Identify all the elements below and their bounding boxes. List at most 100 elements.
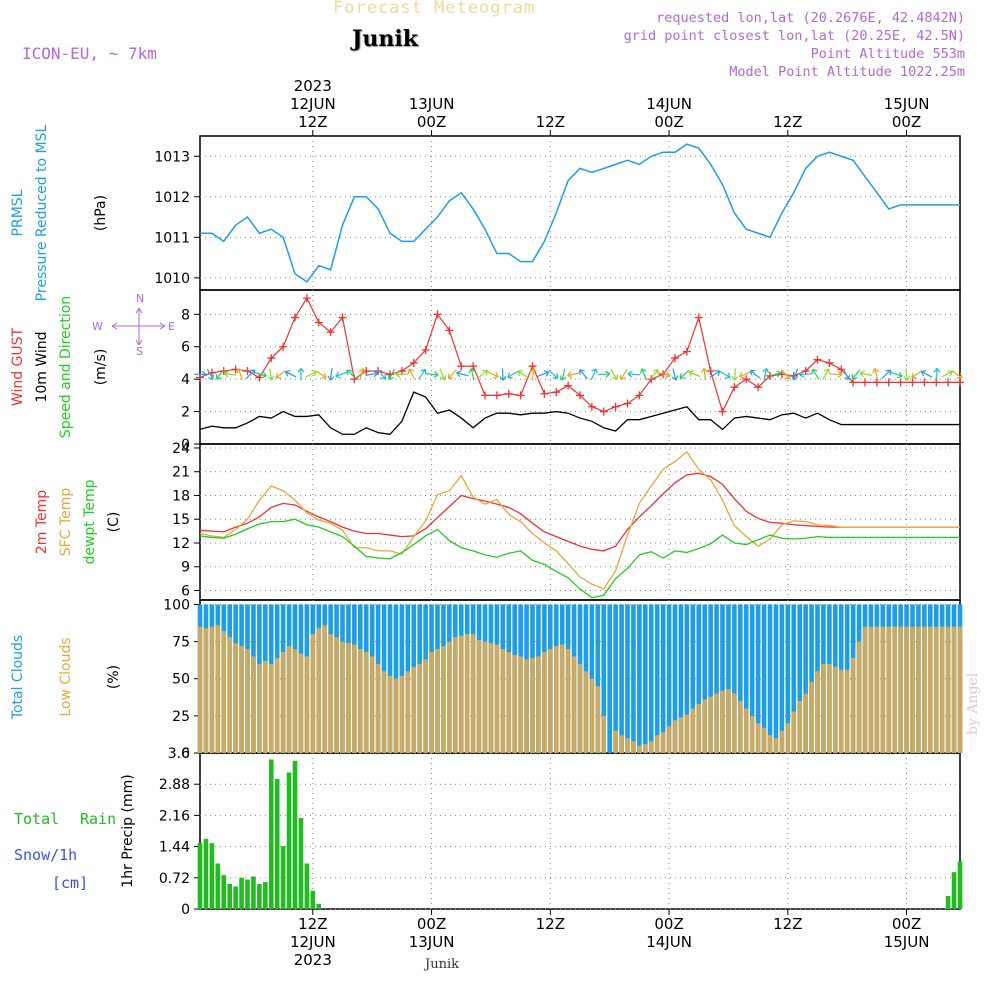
wind-direction-arrow — [327, 368, 335, 381]
low-cloud-bar — [340, 641, 345, 753]
total-cloud-bar — [631, 604, 636, 753]
low-cloud-bar — [809, 681, 814, 753]
low-cloud-bar — [939, 626, 945, 753]
low-cloud-bar — [660, 732, 666, 753]
wind-direction-arrow — [799, 371, 812, 379]
gust-marker — [362, 367, 371, 376]
wind-direction-arrow — [499, 368, 507, 381]
low-cloud-bar — [357, 649, 363, 753]
wind-direction-arrow — [872, 368, 879, 381]
gust-marker — [457, 362, 466, 371]
wind-direction-arrow — [933, 367, 941, 381]
wind-direction-arrow — [236, 368, 243, 381]
low-cloud-bar — [637, 745, 642, 753]
low-cloud-bar — [755, 723, 761, 753]
low-cloud-bar — [945, 626, 951, 753]
wind-direction-arrow — [517, 370, 529, 379]
low-cloud-bar — [761, 727, 767, 753]
low-cloud-bar — [435, 649, 440, 753]
low-cloud-bar — [482, 641, 488, 753]
gust-marker — [302, 294, 311, 303]
low-cloud-bar — [678, 717, 684, 753]
low-cloud-bar — [452, 637, 458, 753]
total-cloud-bar — [708, 604, 713, 753]
wind-direction-arrow — [335, 371, 348, 379]
low-cloud-bar — [595, 686, 601, 753]
low-cloud-bar — [577, 663, 583, 753]
product-title: Forecast Meteogram — [333, 0, 536, 18]
total-cloud-bar — [761, 604, 767, 753]
low-cloud-bar — [779, 730, 785, 753]
low-cloud-bar — [803, 693, 808, 753]
wind-label-10m: 10m Wind — [34, 331, 50, 402]
gust-marker — [267, 354, 276, 363]
gust-marker — [469, 362, 478, 371]
low-cloud-bar — [951, 626, 957, 753]
low-cloud-bar — [274, 657, 280, 753]
low-cloud-bar — [767, 735, 773, 753]
low-cloud-bar — [583, 671, 589, 753]
time-label-top: 12Z — [298, 113, 327, 131]
total-cloud-bar — [743, 604, 749, 753]
wind-direction-arrow — [719, 370, 731, 379]
low-cloud-bar — [334, 637, 339, 753]
pressure-ytick-label: 1011 — [154, 230, 190, 246]
gust-marker — [516, 391, 525, 400]
wind-direction-arrow — [567, 371, 580, 379]
wind-direction-arrow — [597, 370, 611, 378]
total-cloud-bar — [654, 604, 660, 753]
low-cloud-bar — [239, 646, 244, 753]
low-cloud-bar — [245, 649, 250, 753]
low-cloud-bar — [696, 703, 702, 753]
gust-marker — [492, 391, 501, 400]
rain-bar — [268, 759, 274, 909]
precip-ytick-label: 0.72 — [159, 871, 190, 887]
total-cloud-bar — [678, 604, 684, 753]
low-cloud-bar — [316, 628, 322, 753]
wind-direction-arrow — [456, 370, 469, 378]
wind-direction-arrow — [447, 369, 457, 380]
low-cloud-bar — [375, 663, 381, 753]
low-cloud-bar — [464, 634, 470, 753]
total-cloud-bar — [625, 604, 630, 753]
gust-marker — [742, 375, 751, 384]
wind-direction-arrow — [881, 369, 892, 379]
low-cloud-bar — [601, 715, 607, 753]
gust-marker — [884, 378, 893, 387]
gust-marker — [599, 407, 608, 416]
wind-direction-arrow — [811, 368, 820, 380]
time-label-top: 00Z — [417, 113, 446, 131]
precip-ytick-label: 2.16 — [159, 808, 190, 824]
low-cloud-bar — [346, 643, 351, 753]
wind-direction-arrow — [439, 368, 447, 381]
time-label-top: 12Z — [536, 113, 565, 131]
low-cloud-bar — [880, 626, 886, 753]
total-cloud-bar — [714, 604, 719, 753]
gust-marker — [825, 358, 834, 367]
low-cloud-bar — [933, 626, 939, 753]
temperature-ytick-label: 12 — [172, 536, 190, 552]
wind-direction-arrow — [477, 369, 488, 379]
low-cloud-bar — [524, 659, 529, 753]
cloud-label-low: Low Clouds — [58, 637, 74, 716]
low-cloud-bar — [268, 663, 274, 753]
gust-marker — [552, 388, 561, 397]
low-cloud-bar — [732, 693, 737, 753]
low-cloud-bar — [393, 678, 399, 753]
dir-key-s: S — [136, 345, 143, 358]
rain-bar — [304, 863, 310, 909]
rain-bar — [209, 843, 215, 909]
total-cloud-bar — [779, 604, 785, 753]
date-label-top: 14JUN — [646, 95, 692, 113]
wind-direction-arrow — [709, 370, 721, 378]
wind-direction-arrow — [627, 370, 641, 378]
low-cloud-bar — [957, 626, 963, 753]
total-cloud-bar — [666, 604, 672, 753]
total-cloud-bar — [755, 604, 761, 753]
pressure-label-1: PRMSL — [10, 189, 26, 236]
total-cloud-bar — [619, 604, 624, 753]
precip-ytick-label: 1.44 — [159, 840, 190, 856]
low-cloud-bar — [714, 693, 719, 753]
temp-label-dew: dewpt Temp — [82, 479, 98, 564]
total-cloud-bar — [684, 604, 690, 753]
